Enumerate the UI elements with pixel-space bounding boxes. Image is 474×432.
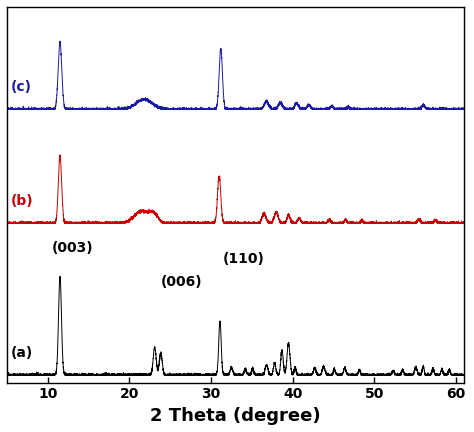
X-axis label: 2 Theta (degree): 2 Theta (degree) xyxy=(150,407,321,425)
Text: (006): (006) xyxy=(160,275,202,289)
Text: (003): (003) xyxy=(52,241,93,255)
Text: (b): (b) xyxy=(11,194,34,208)
Text: (c): (c) xyxy=(11,80,32,94)
Text: (110): (110) xyxy=(223,252,265,266)
Text: (a): (a) xyxy=(11,346,33,360)
